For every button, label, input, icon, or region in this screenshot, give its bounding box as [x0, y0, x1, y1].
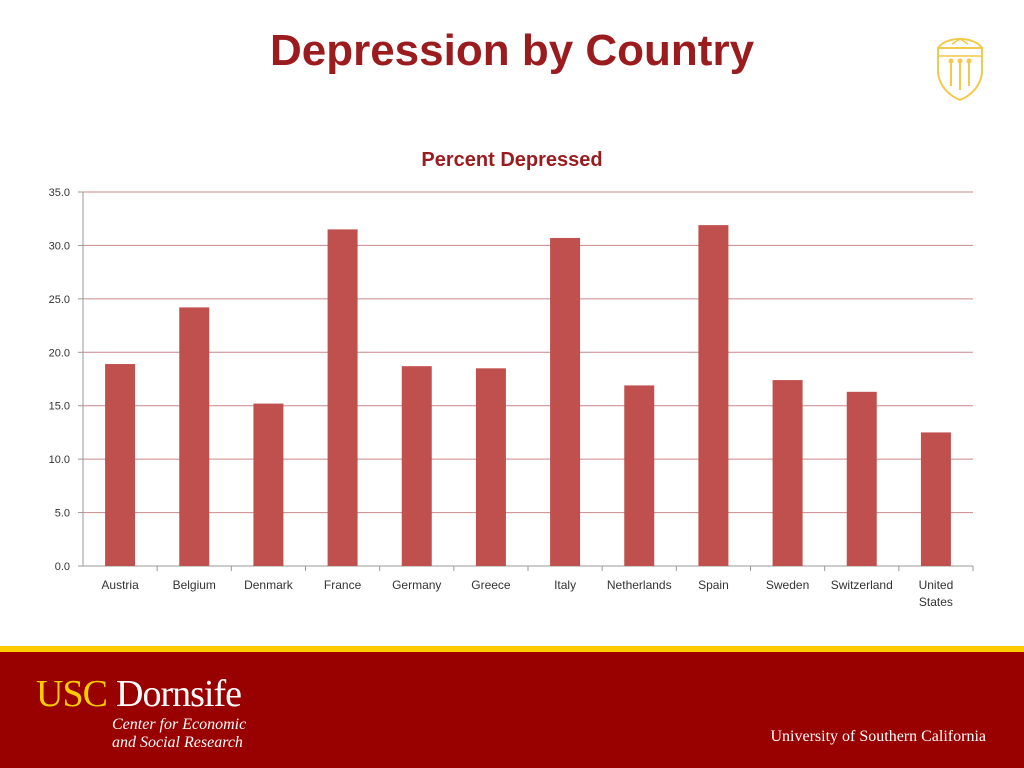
bar-germany: [401, 366, 432, 566]
bar-spain: [698, 225, 729, 566]
y-tick-label: 35.0: [49, 187, 70, 199]
center-name-line-2: and Social Research: [112, 734, 243, 751]
bar-greece: [475, 368, 506, 566]
x-axis-labels: Austria Belgium Denmark France Germany Greece…: [101, 566, 974, 609]
brand-dornsife: Dornsife: [116, 673, 242, 715]
chart-title: Percent Depressed: [421, 149, 602, 171]
slide-title: Depression by Country: [269, 26, 755, 75]
bar-netherlands: [624, 385, 655, 566]
x-tick-label: Belgium: [173, 578, 216, 592]
x-tick-label: Sweden: [766, 578, 809, 592]
bar-italy: [550, 237, 581, 566]
bar-belgium: [179, 307, 210, 566]
x-tick-label: Austria: [101, 578, 139, 592]
y-tick-label: 5.0: [55, 508, 70, 520]
center-name-line-1: Center for Economic: [112, 716, 247, 733]
usc-seal-icon: [937, 38, 983, 102]
y-tick-label: 20.0: [49, 347, 70, 359]
x-tick-label: Switzerland: [831, 578, 893, 592]
x-tick-label: Spain: [698, 578, 729, 592]
university-name: University of Southern California: [770, 728, 986, 745]
bar-sweden: [772, 380, 803, 566]
bar-france: [327, 229, 358, 566]
x-tick-label: France: [324, 578, 362, 592]
y-tick-label: 0.0: [55, 561, 70, 573]
x-tick-label: Italy: [554, 578, 576, 592]
gold-stripe: [0, 646, 1024, 652]
footer-bar: USC Dornsife Center for Economic and Soc…: [0, 652, 1024, 768]
bars: [105, 225, 951, 566]
x-tick-label: Denmark: [244, 578, 294, 592]
bar-austria: [105, 364, 136, 566]
bar-chart: Percent Depressed 0.0 5.0 10.0 15.0 20.0 25.0…: [49, 149, 974, 609]
brand-usc: USC: [36, 673, 108, 715]
y-tick-label: 25.0: [49, 294, 70, 306]
bar-united-states: [920, 432, 951, 566]
y-axis-ticks: 0.0 5.0 10.0 15.0 20.0 25.0 30.0 35.0: [49, 187, 84, 573]
y-tick-label: 30.0: [49, 240, 70, 252]
x-tick-label: Germany: [392, 578, 441, 592]
x-tick-label: United States: [919, 578, 954, 609]
y-tick-label: 10.0: [49, 454, 70, 466]
y-tick-label: 15.0: [49, 401, 70, 413]
bar-denmark: [253, 403, 284, 566]
bar-switzerland: [846, 391, 877, 566]
x-tick-label: Netherlands: [607, 578, 672, 592]
x-tick-label: Greece: [471, 578, 511, 592]
gridlines: [83, 191, 973, 567]
